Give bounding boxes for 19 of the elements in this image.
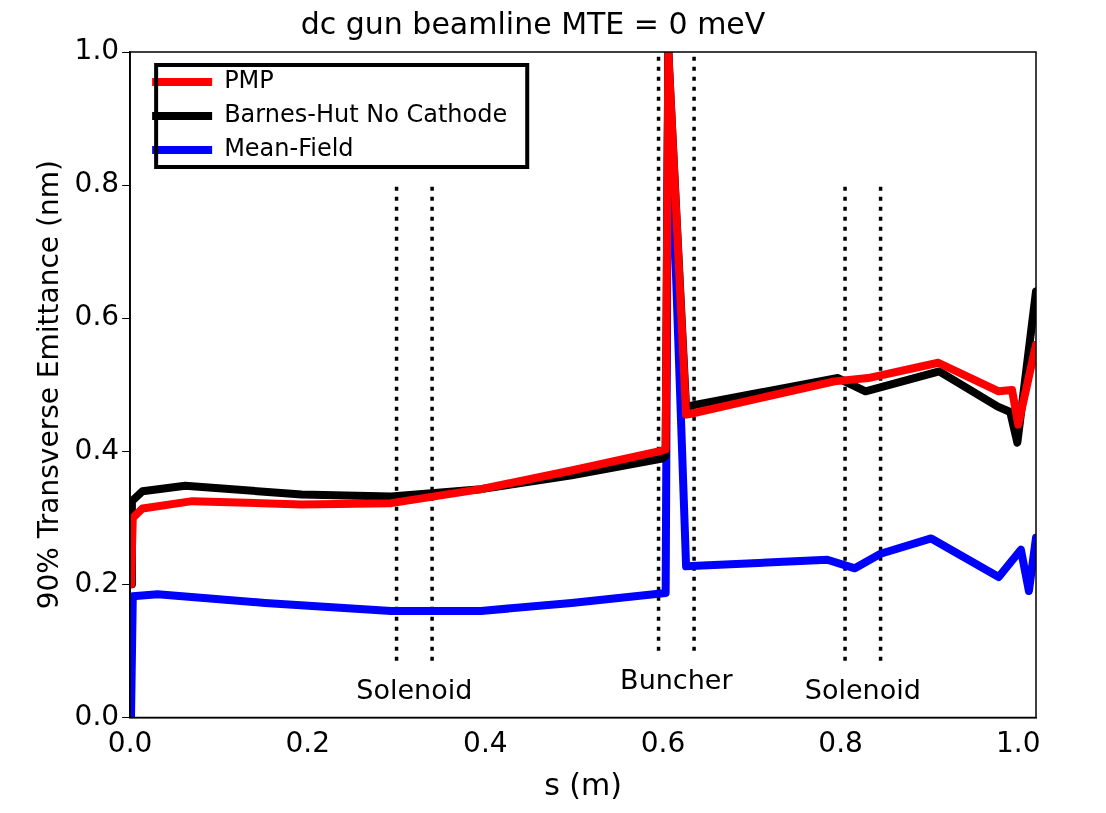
legend-label: Barnes-Hut No Cathode <box>224 100 508 129</box>
legend-label: PMP <box>224 66 274 95</box>
x-tick-label: 0.2 <box>285 726 331 760</box>
legend-label: Mean-Field <box>224 134 354 163</box>
x-tick-label: 0.6 <box>640 726 686 760</box>
y-tick-label: 1.0 <box>74 33 120 67</box>
annotation: Buncher <box>620 663 734 695</box>
chart-title: dc gun beamline MTE = 0 meV <box>300 5 766 41</box>
y-tick-label: 0.8 <box>74 166 120 200</box>
x-tick-label: 0.8 <box>818 726 863 760</box>
x-tick-label: 0.4 <box>463 726 508 760</box>
x-axis-title: s (m) <box>544 766 622 802</box>
y-axis-title: 90% Transverse Emittance (nm) <box>32 160 66 610</box>
y-tick-label: 0.2 <box>74 565 120 599</box>
annotation: Solenoid <box>356 673 473 705</box>
x-tick-label: 1.0 <box>995 726 1041 760</box>
annotation: Solenoid <box>804 673 921 705</box>
y-tick-label: 0.6 <box>74 299 120 333</box>
y-tick-label: 0.4 <box>74 432 120 466</box>
